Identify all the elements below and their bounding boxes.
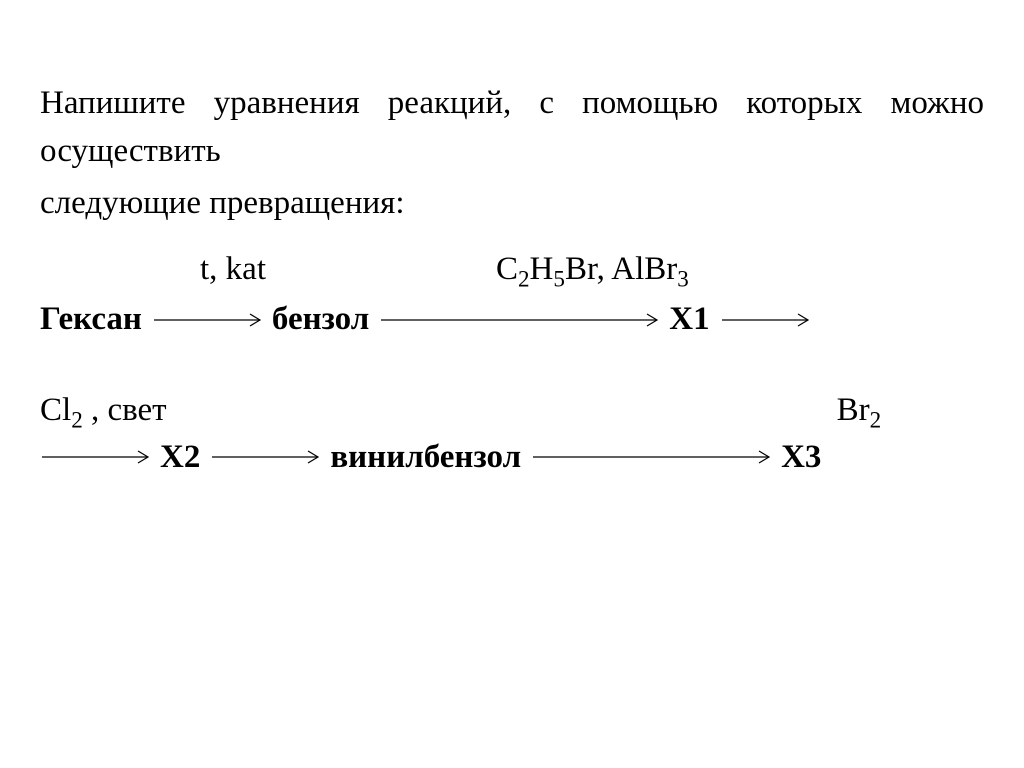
scheme-row-2: Х2 винилбензол Х3: [40, 434, 984, 482]
arrow-icon: [40, 447, 160, 467]
cond2-sub1: 2: [518, 265, 530, 291]
condition-4: Br2: [837, 387, 882, 437]
cond2-sub2: 5: [553, 265, 565, 291]
arrow-icon: [521, 447, 781, 467]
arrow-icon: [200, 447, 330, 467]
intro-text-line1: Напишите уравнения реакций, с помощью ко…: [40, 80, 984, 176]
cond3-post: , свет: [83, 392, 167, 428]
species-hexane: Гексан: [40, 296, 142, 344]
species-x2: Х2: [160, 434, 200, 482]
cond2-pre: C: [496, 251, 518, 287]
condition-2: C2H5Br, AlBr3: [496, 246, 689, 296]
arrow-icon: [369, 310, 669, 330]
intro-text-line2: следующие превращения:: [40, 180, 984, 228]
cond2-post: Br, AlBr: [565, 251, 677, 287]
condition-3: Cl2 , свет: [40, 387, 167, 437]
cond4-pre: Br: [837, 392, 870, 428]
species-benzene: бензол: [272, 296, 369, 344]
conditions-row-1: t, kat C2H5Br, AlBr3: [40, 246, 984, 296]
arrow-icon: [142, 310, 272, 330]
conditions-row-2: Cl2 , свет Br2: [40, 387, 984, 437]
condition-1: t, kat: [200, 246, 266, 296]
cond2-mid: H: [530, 251, 554, 287]
scheme-row-1: Гексан бензол Х1: [40, 296, 984, 344]
species-x3: Х3: [781, 434, 821, 482]
cond3-sub: 2: [71, 407, 83, 433]
cond2-sub3: 3: [677, 265, 689, 291]
arrow-icon: [710, 310, 820, 330]
species-x1: Х1: [669, 296, 709, 344]
species-vinylbenzene: винилбензол: [330, 434, 521, 482]
cond4-sub: 2: [870, 407, 882, 433]
cond3-pre: Cl: [40, 392, 71, 428]
